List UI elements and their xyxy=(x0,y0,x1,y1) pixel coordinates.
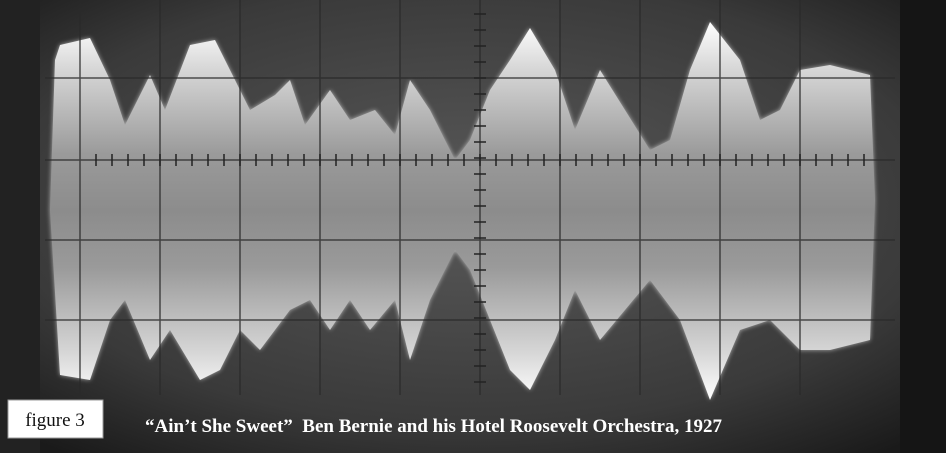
page: figure 3 “Ain’t She Sweet” Ben Bernie an… xyxy=(0,0,946,453)
oscilloscope-photo: figure 3 “Ain’t She Sweet” Ben Bernie an… xyxy=(0,0,946,453)
figure-label: figure 3 xyxy=(25,410,85,431)
bezel-left xyxy=(0,0,40,453)
bezel-right xyxy=(900,0,946,453)
figure-caption: “Ain’t She Sweet” Ben Bernie and his Hot… xyxy=(145,416,722,437)
